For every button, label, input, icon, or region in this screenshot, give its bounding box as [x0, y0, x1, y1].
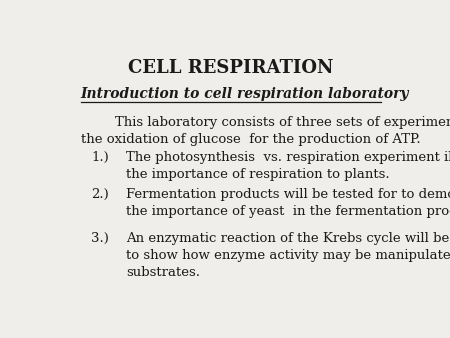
- Text: The photosynthesis  vs. respiration experiment illustrates
the importance of res: The photosynthesis vs. respiration exper…: [126, 151, 450, 181]
- Text: This laboratory consists of three sets of experiments that illustrate
the oxidat: This laboratory consists of three sets o…: [81, 116, 450, 146]
- Text: Introduction to cell respiration laboratory: Introduction to cell respiration laborat…: [81, 88, 409, 101]
- Text: Fermentation products will be tested for to demonstrate
the importance of yeast : Fermentation products will be tested for…: [126, 188, 450, 218]
- Text: 2.): 2.): [91, 188, 109, 201]
- Text: CELL RESPIRATION: CELL RESPIRATION: [128, 59, 333, 77]
- Text: 3.): 3.): [91, 232, 109, 245]
- Text: An enzymatic reaction of the Krebs cycle will be studied
to show how enzyme acti: An enzymatic reaction of the Krebs cycle…: [126, 232, 450, 279]
- Text: 1.): 1.): [91, 151, 109, 164]
